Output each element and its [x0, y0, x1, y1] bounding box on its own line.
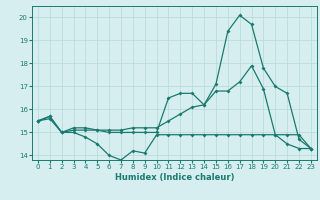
X-axis label: Humidex (Indice chaleur): Humidex (Indice chaleur): [115, 173, 234, 182]
